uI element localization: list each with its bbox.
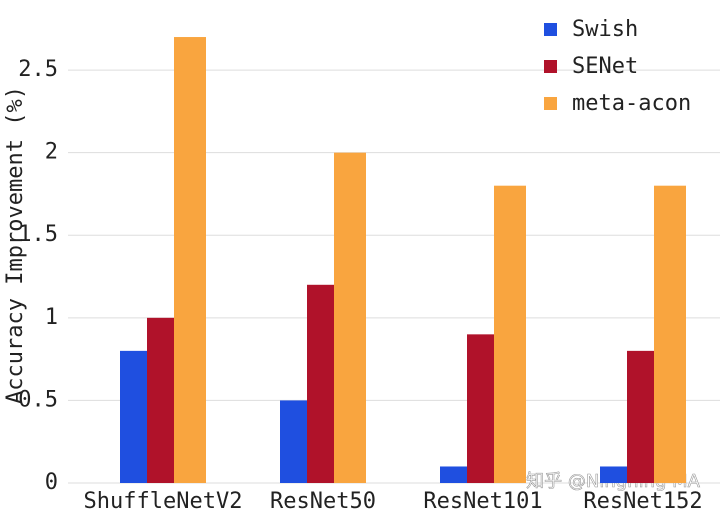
x-tick-label: ResNet101 — [423, 489, 542, 514]
bar — [147, 317, 174, 483]
bar — [174, 37, 206, 483]
bar — [334, 152, 366, 484]
legend-swatch — [544, 97, 557, 110]
legend-swatch — [544, 60, 557, 73]
bar — [467, 334, 494, 483]
legend-label: SENet — [572, 54, 638, 79]
legend-label: meta-acon — [572, 91, 691, 116]
legend-label: Swish — [572, 17, 638, 42]
y-tick-label: 0 — [45, 470, 58, 495]
x-tick-label: ShuffleNetV2 — [84, 489, 243, 514]
bar — [307, 284, 334, 483]
bar — [440, 466, 467, 483]
y-tick-label: 2.5 — [18, 57, 58, 82]
bar — [600, 466, 627, 483]
x-tick-label: ResNet152 — [583, 489, 702, 514]
x-tick-label: ResNet50 — [270, 489, 376, 514]
bar — [654, 185, 686, 484]
legend-swatch — [544, 23, 557, 36]
y-tick-label: 0.5 — [18, 387, 58, 412]
y-axis-label: Accuracy Improvement (%) — [3, 86, 28, 404]
y-tick-label: 2 — [45, 140, 58, 165]
y-tick-label: 1 — [45, 305, 58, 330]
bar — [494, 185, 526, 484]
bar — [280, 400, 307, 483]
bar — [120, 350, 147, 483]
bar — [627, 350, 654, 483]
y-tick-label: 1.5 — [18, 222, 58, 247]
